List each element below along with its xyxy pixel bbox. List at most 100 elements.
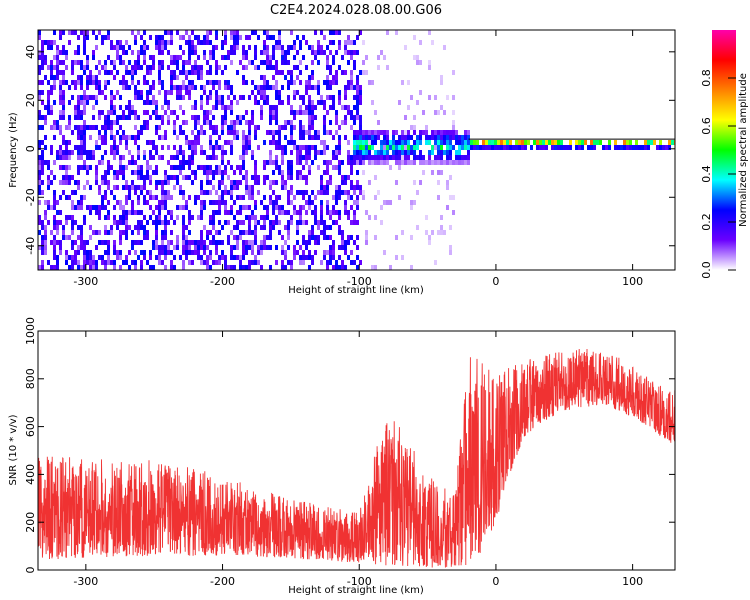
heatmap-cell bbox=[158, 70, 161, 75]
heatmap-cell bbox=[296, 170, 299, 175]
heatmap-cell bbox=[215, 155, 218, 160]
heatmap-cell bbox=[245, 240, 248, 245]
heatmap-cell bbox=[269, 85, 272, 90]
heatmap-cell bbox=[257, 250, 260, 255]
heatmap-cell bbox=[347, 150, 350, 155]
heatmap-cell bbox=[236, 35, 239, 40]
heatmap-cell bbox=[446, 135, 449, 140]
heatmap-cell bbox=[275, 65, 278, 70]
heatmap-cell bbox=[386, 65, 389, 70]
heatmap-cell bbox=[305, 180, 308, 185]
heatmap-cell bbox=[107, 110, 110, 115]
heatmap-cell bbox=[308, 235, 311, 240]
heatmap-cell bbox=[170, 230, 173, 235]
heatmap-cell bbox=[440, 145, 443, 150]
heatmap-cell bbox=[254, 220, 257, 225]
heatmap-cell bbox=[41, 140, 44, 145]
heatmap-cell bbox=[239, 235, 242, 240]
heatmap-cell bbox=[296, 230, 299, 235]
heatmap-cell bbox=[287, 190, 290, 195]
heatmap-cell bbox=[320, 150, 323, 155]
heatmap-cell bbox=[152, 240, 155, 245]
heatmap-cell bbox=[215, 260, 218, 265]
heatmap-cell bbox=[47, 160, 50, 165]
heatmap-cell bbox=[341, 55, 344, 60]
heatmap-cell bbox=[506, 140, 509, 145]
heatmap-cell bbox=[443, 140, 446, 145]
heatmap-cell bbox=[83, 110, 86, 115]
heatmap-cell bbox=[167, 100, 170, 105]
heatmap-cell bbox=[113, 195, 116, 200]
heatmap-cell bbox=[161, 135, 164, 140]
heatmap-cell bbox=[209, 265, 212, 270]
heatmap-cell bbox=[200, 105, 203, 110]
heatmap-cell bbox=[47, 185, 50, 190]
heatmap-cell bbox=[83, 215, 86, 220]
heatmap-cell bbox=[227, 160, 230, 165]
heatmap-cell bbox=[146, 65, 149, 70]
heatmap-cell bbox=[437, 180, 440, 185]
heatmap-cell bbox=[212, 105, 215, 110]
heatmap-cell bbox=[374, 155, 377, 160]
heatmap-cell bbox=[413, 145, 416, 150]
heatmap-cell bbox=[260, 215, 263, 220]
heatmap-cell bbox=[371, 100, 374, 105]
heatmap-cell bbox=[350, 80, 353, 85]
heatmap-cell bbox=[197, 35, 200, 40]
heatmap-cell bbox=[68, 115, 71, 120]
heatmap-cell bbox=[242, 130, 245, 135]
spectrogram-y-tick-label: -40 bbox=[24, 237, 37, 255]
heatmap-cell bbox=[452, 125, 455, 130]
heatmap-cell bbox=[116, 250, 119, 255]
heatmap-cell bbox=[206, 40, 209, 45]
heatmap-cell bbox=[242, 240, 245, 245]
heatmap-cell bbox=[275, 130, 278, 135]
heatmap-cell bbox=[98, 190, 101, 195]
heatmap-cell bbox=[452, 160, 455, 165]
heatmap-cell bbox=[77, 115, 80, 120]
heatmap-cell bbox=[128, 135, 131, 140]
heatmap-cell bbox=[353, 220, 356, 225]
heatmap-cell bbox=[257, 125, 260, 130]
heatmap-cell bbox=[191, 40, 194, 45]
heatmap-cell bbox=[251, 190, 254, 195]
heatmap-cell bbox=[347, 50, 350, 55]
heatmap-cell bbox=[251, 120, 254, 125]
heatmap-cell bbox=[275, 155, 278, 160]
heatmap-cell bbox=[119, 135, 122, 140]
heatmap-cell bbox=[146, 200, 149, 205]
heatmap-cell bbox=[284, 75, 287, 80]
heatmap-cell bbox=[269, 195, 272, 200]
heatmap-cell bbox=[248, 265, 251, 270]
heatmap-cell bbox=[335, 150, 338, 155]
heatmap-cell bbox=[143, 215, 146, 220]
heatmap-cell bbox=[77, 105, 80, 110]
heatmap-cell bbox=[302, 250, 305, 255]
heatmap-cell bbox=[179, 190, 182, 195]
heatmap-cell bbox=[245, 215, 248, 220]
heatmap-cell bbox=[218, 80, 221, 85]
heatmap-cell bbox=[149, 165, 152, 170]
heatmap-cell bbox=[287, 95, 290, 100]
heatmap-cell bbox=[107, 35, 110, 40]
heatmap-cell bbox=[293, 55, 296, 60]
heatmap-cell bbox=[296, 190, 299, 195]
heatmap-cell bbox=[383, 145, 386, 150]
heatmap-cell bbox=[260, 115, 263, 120]
heatmap-cell bbox=[41, 240, 44, 245]
heatmap-cell bbox=[374, 160, 377, 165]
heatmap-cell bbox=[260, 75, 263, 80]
heatmap-cell bbox=[59, 125, 62, 130]
heatmap-cell bbox=[137, 230, 140, 235]
heatmap-cell bbox=[254, 205, 257, 210]
heatmap-cell bbox=[395, 30, 398, 35]
heatmap-cell bbox=[137, 220, 140, 225]
heatmap-cell bbox=[167, 90, 170, 95]
snr-line bbox=[38, 348, 675, 568]
heatmap-cell bbox=[344, 115, 347, 120]
heatmap-cell bbox=[248, 220, 251, 225]
heatmap-cell bbox=[356, 50, 359, 55]
heatmap-cell bbox=[62, 75, 65, 80]
heatmap-cell bbox=[386, 130, 389, 135]
heatmap-cell bbox=[104, 180, 107, 185]
